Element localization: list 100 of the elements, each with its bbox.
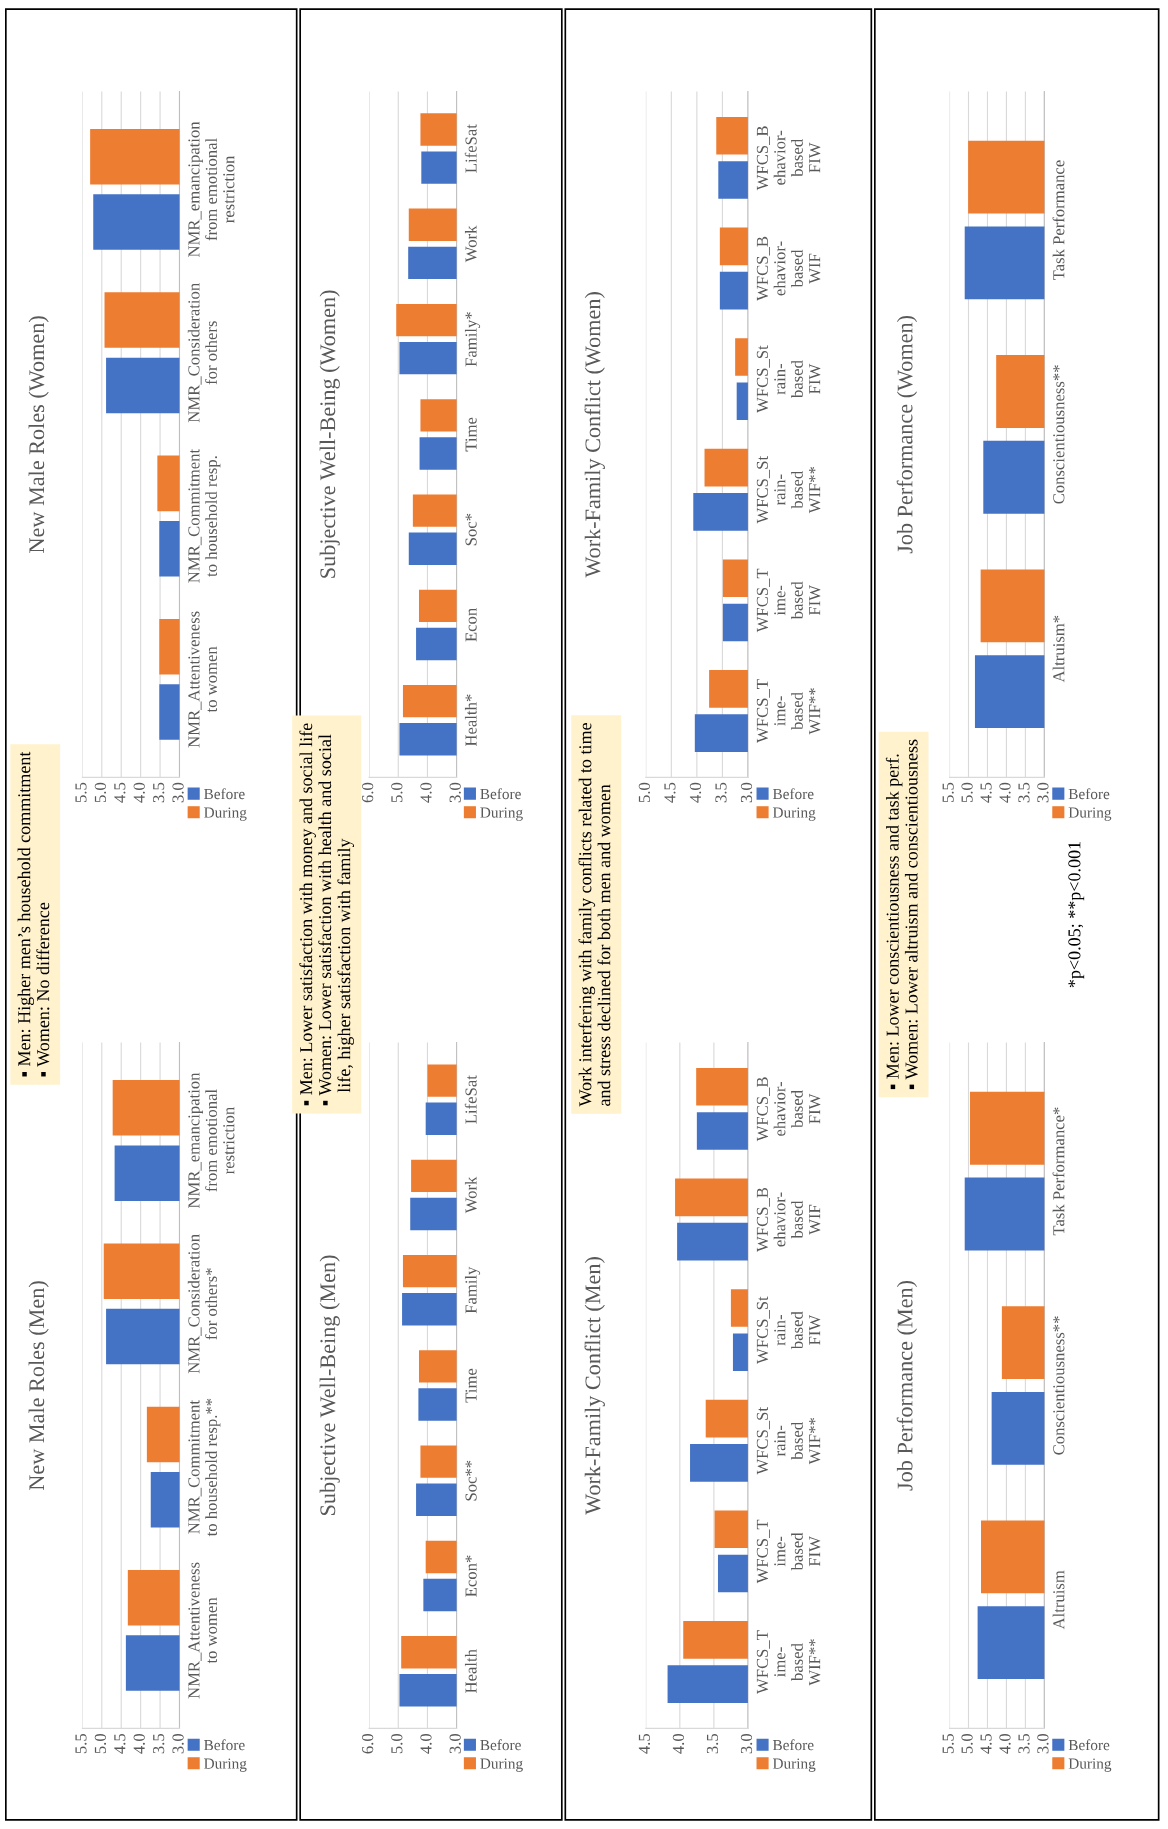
x-tick-label: 4.5 <box>980 1733 992 1754</box>
y-tick-label: WFCS_T ime- based FIW <box>756 568 821 633</box>
y-tick-label: Altruism* <box>1052 615 1065 683</box>
y-tick-label: NMR_Commitment to household resp.** <box>188 1398 221 1537</box>
x-tick-label: 4.0 <box>999 782 1011 803</box>
x-tick-label: 4.5 <box>638 1733 651 1754</box>
x-tick-label: 3.0 <box>172 1733 184 1754</box>
text: New Male Roles (Women) <box>28 316 49 553</box>
x-tick-label: 3.5 <box>706 1733 719 1754</box>
y-tick-label: Soc* <box>465 513 477 546</box>
legend-label: Before <box>204 1739 245 1751</box>
x-tick-label: 5.5 <box>75 1733 87 1754</box>
y-tick-label: Soc** <box>465 1460 477 1501</box>
x-tick-label: 4.0 <box>420 782 432 803</box>
x-tick-label: 5.0 <box>94 1733 107 1754</box>
x-tick-label: 3.0 <box>172 782 184 803</box>
x-tick-label: 5.0 <box>961 782 973 803</box>
y-tick-label: Task Performance <box>1052 160 1065 281</box>
x-tick-label: 3.0 <box>449 782 461 803</box>
x-tick-label: 6.0 <box>362 1733 374 1754</box>
x-tick-label: 4.0 <box>689 782 702 803</box>
y-tick-label: Time <box>465 1368 477 1403</box>
legend-label: Before <box>1068 788 1110 800</box>
y-tick-label: WFCS_St rain- based FIW <box>756 1296 821 1364</box>
y-tick-label: WFCS_T ime- based WIF** <box>756 1630 821 1694</box>
legend-label: Before <box>480 788 521 800</box>
x-tick-label: 4.0 <box>420 1733 432 1754</box>
text: Subjective Well-Being (Men) <box>319 1255 340 1515</box>
text: Job Performance (Men) <box>896 1280 918 1491</box>
y-tick-label: WFCS_T ime- based FIW <box>756 1519 821 1584</box>
legend-label: During <box>204 1758 247 1772</box>
x-tick-label: 5.0 <box>391 782 403 803</box>
x-tick-label: 5.0 <box>638 782 651 803</box>
x-tick-label: 3.5 <box>1018 1733 1030 1754</box>
y-tick-label: Econ <box>465 608 477 642</box>
text: Work-Family Conflict (Women) <box>584 292 605 578</box>
legend-label: During <box>480 807 523 821</box>
x-tick-label: 4.5 <box>114 782 126 803</box>
y-tick-label: WFCS_B ehavior- based FIW <box>756 1077 821 1142</box>
y-tick-label: WFCS_St rain- based FIW <box>756 345 821 413</box>
x-tick-label: 3.0 <box>449 1733 461 1754</box>
legend-label: During <box>204 807 247 821</box>
y-tick-label: Family* <box>464 312 481 367</box>
y-tick-label: WFCS_B ehavior- based WIF <box>756 236 821 301</box>
x-tick-label: 4.0 <box>999 1733 1011 1754</box>
y-tick-label: NMR_Consideration for others <box>187 283 217 423</box>
x-tick-label: 3.0 <box>740 1733 753 1754</box>
y-tick-label: Health* <box>464 694 477 747</box>
y-tick-label: Work <box>464 225 477 263</box>
text: ▪ Men: Higher men’s household commitment ▪ Women: No difference <box>17 751 50 1077</box>
y-tick-label: WFCS_St rain- based WIF** <box>756 1407 821 1475</box>
y-tick-label: Health <box>464 1649 477 1693</box>
x-tick-label: 4.0 <box>672 1733 685 1754</box>
x-tick-label: 4.5 <box>980 782 992 803</box>
legend-label: During <box>772 807 816 821</box>
x-tick-label: 4.5 <box>664 782 676 803</box>
legend-label: During <box>772 1758 816 1772</box>
x-tick-label: 3.5 <box>153 1733 165 1754</box>
y-tick-label: Time <box>465 417 477 452</box>
text: New Male Roles (Men) <box>28 1281 49 1491</box>
x-tick-label: 3.0 <box>1037 1733 1049 1754</box>
legend-label: During <box>1068 1758 1112 1772</box>
x-tick-label: 3.0 <box>1037 782 1049 803</box>
y-tick-label: LifeSat <box>464 1075 477 1124</box>
legend-label: Before <box>480 1739 521 1751</box>
x-tick-label: 4.0 <box>133 782 145 803</box>
y-tick-label: Work <box>464 1176 477 1214</box>
y-tick-label: Conscientiousness** <box>1053 365 1065 504</box>
text: Subjective Well-Being (Women) <box>319 290 340 578</box>
y-tick-label: Econ* <box>465 1555 477 1597</box>
x-tick-label: 3.0 <box>740 782 753 803</box>
y-tick-label: NMR_Attentiveness to women <box>188 611 217 748</box>
y-tick-label: WFCS_B ehavior- based FIW <box>756 126 821 191</box>
y-tick-label: NMR_Commitment to household resp. <box>188 449 221 583</box>
y-tick-label: NMR_Attentiveness to women <box>188 1562 217 1699</box>
y-tick-label: WFCS_T ime- based WIF** <box>756 679 821 743</box>
x-tick-label: 4.5 <box>114 1733 126 1754</box>
text: *p<0.05; **p<0.001 <box>1068 841 1085 988</box>
text: ▪ Men: Lower satisfaction with money and social life ▪ Women: Lower satisfaction with health and social life, higher satisfaction with family <box>299 723 355 1106</box>
legend-label: Before <box>772 788 814 800</box>
y-tick-label: NMR_Consideration for others* <box>187 1234 217 1374</box>
x-tick-label: 5.0 <box>94 782 107 803</box>
y-tick-label: Conscientiousness** <box>1053 1316 1065 1455</box>
text: Job Performance (Women) <box>896 315 918 554</box>
text: ▪ Men: Lower conscientiousness and task perf. ▪ Women: Lower altruism and conscientiousness <box>885 739 918 1090</box>
y-tick-label: NMR_emancipation from emotional restriction <box>188 121 235 257</box>
x-tick-label: 3.5 <box>715 782 727 803</box>
legend-label: Before <box>772 1739 814 1751</box>
legend-label: Before <box>1068 1739 1110 1751</box>
legend-label: Before <box>204 788 245 800</box>
y-tick-label: WFCS_St rain- based WIF** <box>756 455 821 524</box>
text: Work-Family Conflict (Men) <box>584 1257 605 1515</box>
x-tick-label: 5.0 <box>961 1733 973 1754</box>
x-tick-label: 5.0 <box>391 1733 403 1754</box>
x-tick-label: 5.5 <box>75 782 87 803</box>
x-tick-label: 3.5 <box>1018 782 1030 803</box>
x-tick-label: 5.5 <box>942 782 954 803</box>
y-tick-label: Task Performance* <box>1052 1107 1065 1236</box>
x-tick-label: 6.0 <box>362 782 374 803</box>
y-tick-label: WFCS_B ehavior- based WIF <box>756 1187 821 1252</box>
